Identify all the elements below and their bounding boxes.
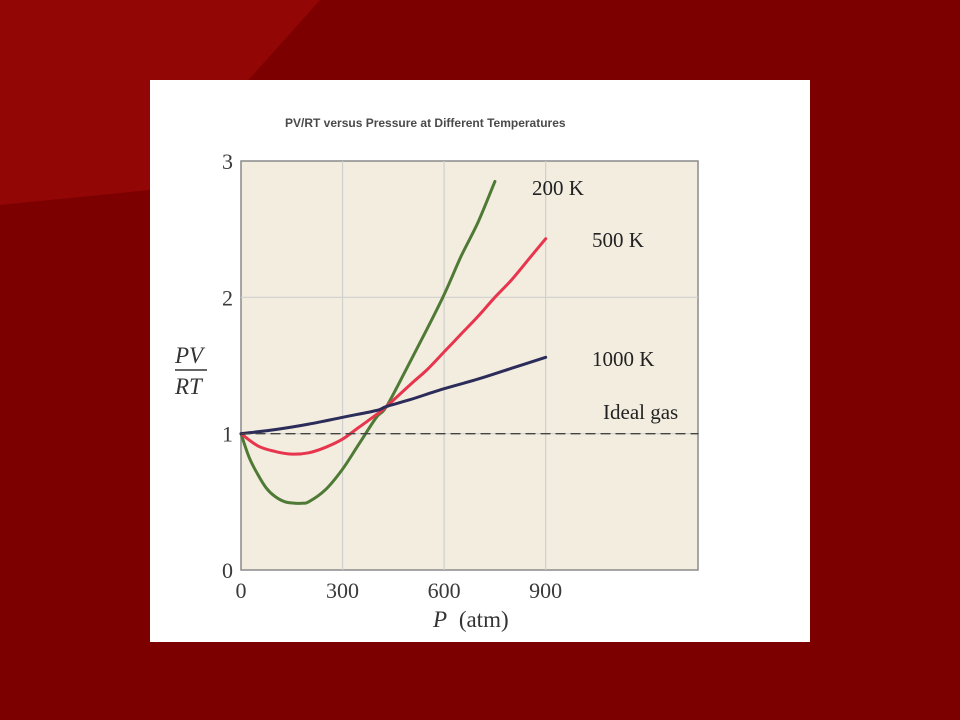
series-line-1000-k: [239, 355, 548, 436]
plot-area: [240, 160, 699, 571]
y-axis-label-denominator: RT: [174, 374, 204, 399]
series-label-ideal-gas: Ideal gas: [603, 400, 678, 424]
y-tick-label: 3: [222, 149, 233, 174]
x-tick-label: 900: [529, 578, 562, 603]
x-axis-label: P (atm): [432, 607, 509, 632]
axis-ticks: 0 300 600 900 0 1 2 3: [222, 149, 562, 603]
x-tick-label: 600: [428, 578, 461, 603]
y-tick-label: 0: [222, 558, 233, 583]
x-tick-label: 0: [236, 578, 247, 603]
x-tick-label: 300: [326, 578, 359, 603]
y-tick-label: 1: [222, 422, 233, 447]
series-label-200k: 200 K: [532, 176, 584, 200]
chart: PV/RT versus Pressure at Different Tempe…: [174, 116, 699, 632]
y-axis-label-numerator: PV: [174, 343, 206, 368]
chart-title: PV/RT versus Pressure at Different Tempe…: [285, 116, 566, 130]
x-axis-label-unit: (atm): [459, 607, 509, 632]
x-axis-label-variable: P: [432, 607, 447, 632]
series-label-500k: 500 K: [592, 228, 644, 252]
chart-image: PV/RT versus Pressure at Different Tempe…: [150, 80, 810, 642]
series-layer: [239, 179, 699, 505]
y-tick-label: 2: [222, 285, 233, 310]
series-line-200-k: [239, 179, 497, 505]
series-label-1000k: 1000 K: [592, 347, 654, 371]
